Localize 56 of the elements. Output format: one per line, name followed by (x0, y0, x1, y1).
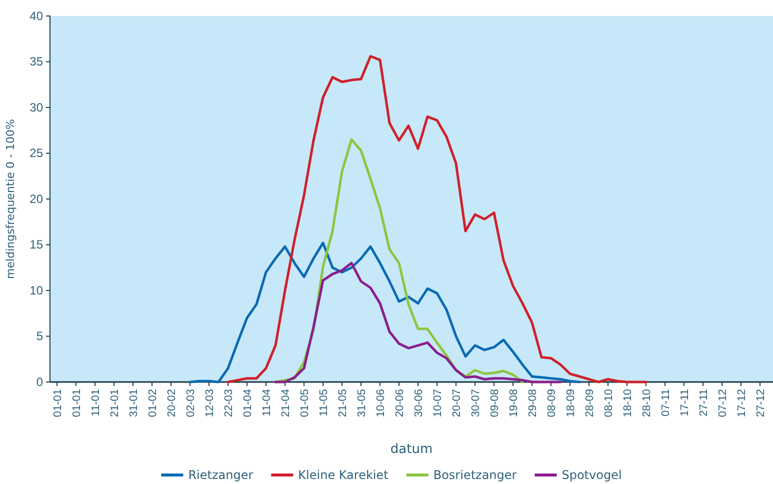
x-tick-label: 11-04 (260, 389, 273, 416)
x-tick-label: 07-12 (716, 389, 729, 418)
line-series (188, 242, 581, 384)
x-tick-label: 18-10 (622, 389, 634, 418)
y-axis-title: meldingsfrequentie 0 - 100% (4, 119, 17, 279)
x-tick-label: 19-08 (508, 389, 520, 418)
x-tick-label: 17-12 (736, 389, 748, 418)
legend-label: Spotvogel (562, 468, 622, 482)
y-tick-label: 30 (30, 100, 44, 114)
x-tick-label: 17-11 (678, 389, 691, 416)
x-tick-label: 11-01 (90, 389, 102, 416)
x-tick-label: 30-07 (470, 389, 482, 418)
x-tick-label: 02-03 (184, 389, 197, 418)
y-tick-label: 35 (30, 54, 44, 69)
x-tick-label: 30-06 (412, 389, 425, 418)
x-tick-label: 07-11 (660, 389, 672, 416)
x-tick-label: 01-01 (70, 389, 83, 418)
x-tick-label: 22-03 (222, 389, 235, 418)
x-tick-label: 21-05 (336, 389, 349, 418)
x-tick-label: 18-09 (564, 389, 577, 418)
x-tick-label: 28-09 (584, 389, 596, 418)
y-tick-label: 40 (30, 8, 44, 23)
legend-label: Bosrietzanger (433, 468, 517, 482)
y-tick-label: 15 (30, 238, 44, 252)
y-tick-label: 0 (36, 374, 44, 389)
x-tick-label: 20-02 (166, 389, 178, 418)
x-tick-label: 12-03 (204, 389, 216, 418)
y-tick-label: 5 (36, 329, 44, 344)
x-tick-label: 21-04 (280, 389, 292, 418)
x-tick-label: 11-05 (318, 389, 330, 416)
legend-label: Rietzanger (188, 468, 254, 482)
x-tick-label: 27-11 (698, 389, 710, 416)
y-tick-label: 20 (30, 192, 44, 206)
x-tick-label: 01-02 (146, 389, 159, 418)
x-tick-label: 31-05 (356, 389, 368, 418)
x-tick-label: 29-08 (526, 389, 539, 418)
x-tick-label: 01-01 (52, 389, 64, 418)
line-series (226, 55, 648, 384)
x-tick-label: 01-04 (242, 389, 254, 418)
y-tick-label: 25 (30, 146, 44, 160)
x-tick-label: 01-05 (298, 389, 311, 418)
x-tick-label: 09-08 (488, 389, 501, 418)
x-tick-label: 10-07 (432, 389, 444, 418)
x-tick-label: 10-06 (374, 389, 387, 418)
x-tick-label: 20-07 (450, 389, 463, 418)
y-tick-label: 10 (30, 283, 44, 298)
x-tick-label: 08-10 (602, 389, 615, 418)
x-tick-label: 28-10 (640, 389, 653, 418)
x-tick-label: 20-06 (394, 389, 406, 418)
line-series (274, 262, 562, 384)
legend-label: Kleine Karekiet (298, 468, 389, 482)
x-tick-label: 31-01 (128, 389, 140, 418)
x-tick-label: 08-09 (546, 389, 558, 418)
x-tick-label: 21-01 (108, 389, 121, 418)
x-axis-title: datum (390, 442, 433, 457)
x-tick-label: 27-12 (754, 389, 767, 418)
